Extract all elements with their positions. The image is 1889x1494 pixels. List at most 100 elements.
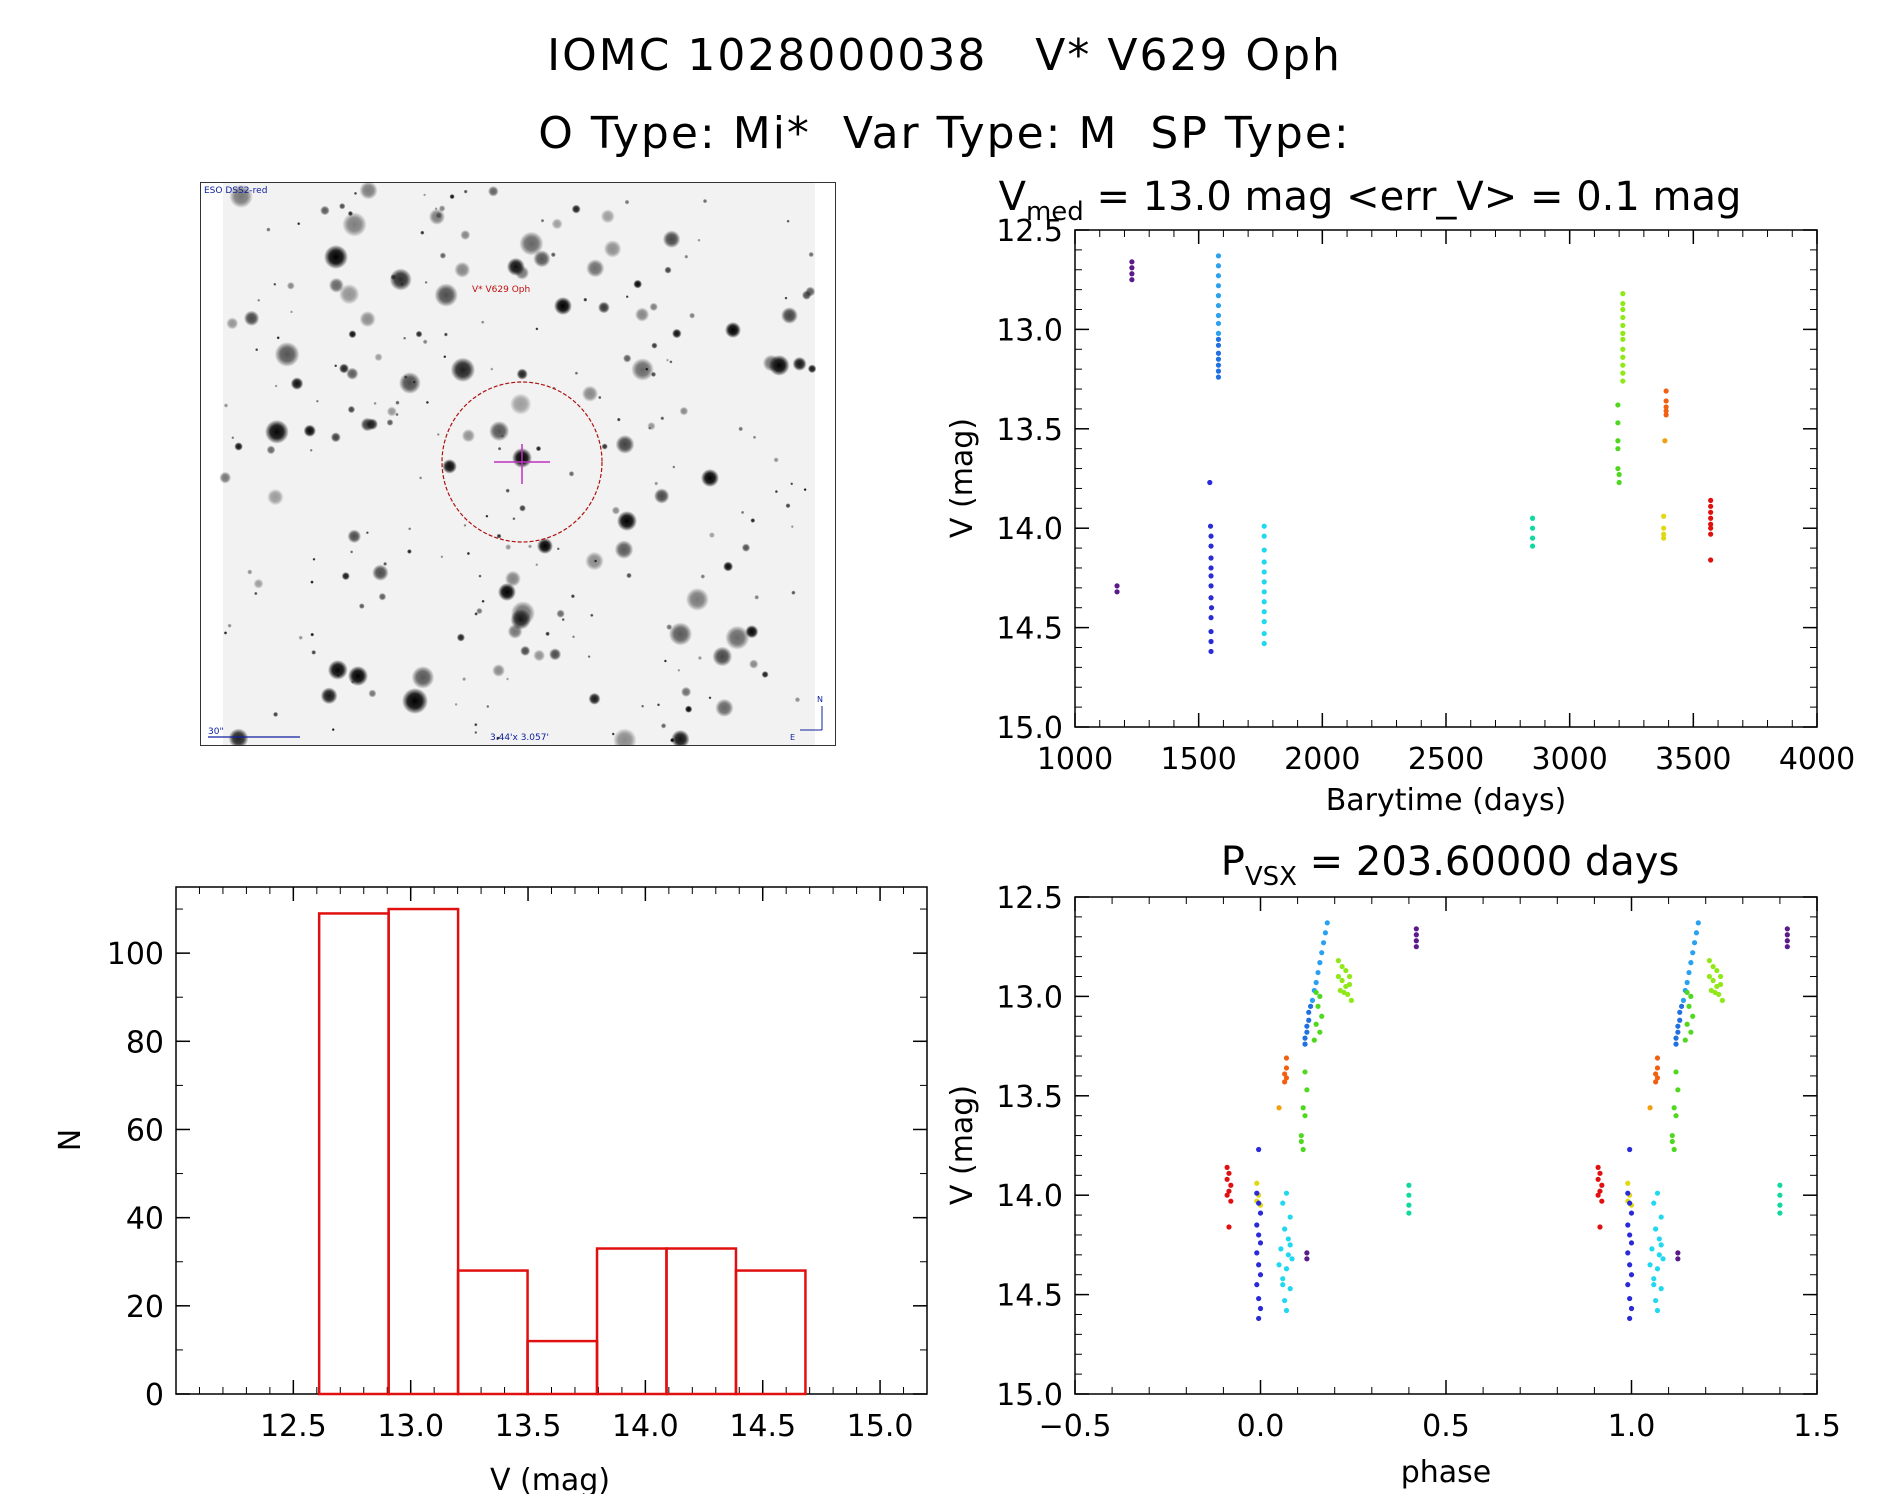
star xyxy=(434,283,458,307)
data-point xyxy=(1625,1180,1631,1186)
y-tick-label: 14.0 xyxy=(996,1179,1063,1214)
star xyxy=(428,208,446,225)
star xyxy=(768,355,790,376)
east-label: E xyxy=(790,733,795,742)
star xyxy=(581,385,599,402)
data-point xyxy=(1287,1242,1293,1248)
histogram-bar xyxy=(456,1269,529,1396)
x-tick-label: 3000 xyxy=(1531,742,1607,777)
data-point xyxy=(1777,1210,1783,1216)
y-tick-label: 0 xyxy=(145,1378,164,1413)
data-point xyxy=(1615,446,1621,452)
star xyxy=(556,547,560,551)
star xyxy=(654,488,670,504)
star xyxy=(672,465,676,469)
data-point xyxy=(1777,1182,1783,1188)
y-tick-label: 12.5 xyxy=(996,881,1063,916)
data-point xyxy=(1215,362,1222,368)
star xyxy=(466,551,471,556)
star xyxy=(449,194,455,200)
data-point xyxy=(1710,977,1716,984)
phased-curve-title: PVSX = 203.60000 days xyxy=(1221,839,1680,892)
data-point xyxy=(1708,525,1714,531)
data-point xyxy=(1784,944,1790,950)
x-tick-label: 3500 xyxy=(1655,742,1731,777)
data-point xyxy=(1654,1065,1661,1071)
star xyxy=(462,677,467,682)
star xyxy=(551,218,563,230)
star xyxy=(303,424,316,437)
star xyxy=(395,400,400,405)
star xyxy=(403,336,407,340)
star xyxy=(286,281,295,290)
data-point xyxy=(1317,960,1323,966)
star xyxy=(463,189,468,194)
data-point xyxy=(1348,997,1354,1003)
data-point xyxy=(1695,920,1701,926)
star xyxy=(752,435,757,439)
data-point xyxy=(1717,973,1724,980)
data-point xyxy=(1304,1256,1310,1262)
data-point xyxy=(1651,1276,1657,1282)
data-point xyxy=(1304,1029,1310,1035)
y-tick-label: 13.0 xyxy=(996,313,1063,348)
histogram-x-axis-label: V (mag) xyxy=(490,1463,610,1494)
data-point xyxy=(1207,523,1214,529)
data-point xyxy=(1413,944,1419,950)
phased-curve-y-axis-label: V (mag) xyxy=(945,1085,980,1205)
x-tick-label: 14.0 xyxy=(612,1409,679,1444)
data-point xyxy=(1627,1295,1633,1302)
data-point xyxy=(1708,509,1714,515)
data-point xyxy=(1129,271,1135,277)
data-point xyxy=(1208,615,1214,621)
star xyxy=(348,330,357,339)
data-point xyxy=(1656,1236,1662,1242)
star xyxy=(358,603,365,609)
star xyxy=(481,599,485,603)
star xyxy=(808,251,814,258)
data-point xyxy=(1313,1021,1319,1027)
star xyxy=(540,218,545,223)
data-point xyxy=(1319,1013,1325,1019)
star xyxy=(400,282,404,286)
x-tick-label: 13.5 xyxy=(495,1409,562,1444)
star xyxy=(660,723,667,729)
star xyxy=(568,471,575,477)
y-tick-label: 12.5 xyxy=(996,214,1063,249)
star xyxy=(535,563,539,567)
data-point xyxy=(1224,1192,1230,1198)
data-point xyxy=(1208,628,1214,635)
histogram-bar xyxy=(526,1339,599,1396)
star xyxy=(328,277,344,293)
star xyxy=(615,435,635,454)
star xyxy=(456,633,465,642)
data-point xyxy=(1675,1256,1681,1262)
star xyxy=(265,419,289,444)
star xyxy=(423,193,427,197)
x-tick-label: 0.0 xyxy=(1237,1409,1285,1444)
data-point xyxy=(1406,1210,1412,1216)
data-point xyxy=(1658,1214,1664,1220)
star xyxy=(360,417,375,432)
star xyxy=(324,245,348,269)
data-point xyxy=(1708,531,1714,537)
star xyxy=(359,182,378,200)
star xyxy=(649,302,658,312)
data-point xyxy=(1280,1276,1286,1282)
data-point xyxy=(1706,973,1713,980)
data-point xyxy=(1261,589,1267,595)
data-point xyxy=(1215,312,1222,319)
star xyxy=(425,400,429,404)
star xyxy=(460,230,471,240)
data-point xyxy=(1597,1170,1603,1176)
star xyxy=(519,231,544,256)
data-point xyxy=(1678,1003,1685,1009)
star xyxy=(651,342,658,349)
data-point xyxy=(1716,991,1722,998)
data-point xyxy=(1300,1146,1306,1153)
star xyxy=(315,399,319,403)
star xyxy=(807,364,817,374)
data-point xyxy=(1317,1029,1323,1035)
star xyxy=(670,737,675,743)
data-point xyxy=(1208,583,1214,589)
